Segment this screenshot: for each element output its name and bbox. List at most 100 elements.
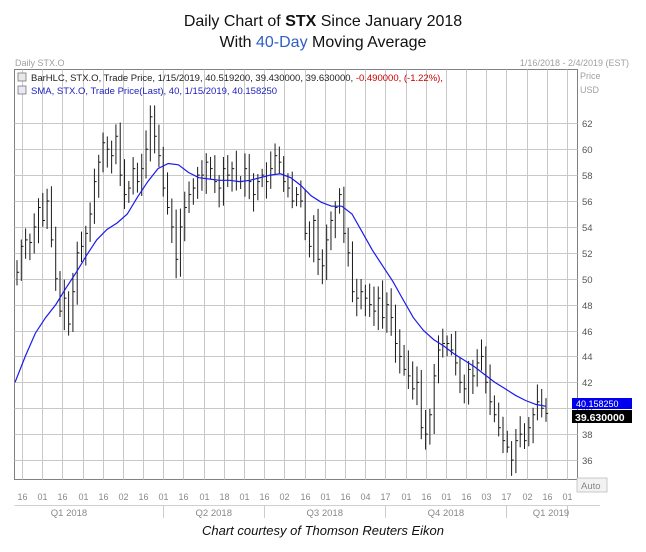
price-bar	[536, 384, 540, 421]
chart-name-label: Daily STX.O	[15, 58, 65, 68]
price-bar	[210, 156, 213, 179]
x-tick-label: 16	[138, 492, 148, 502]
y-tick-label: 60	[582, 145, 593, 156]
price-bar	[519, 416, 523, 448]
price-bar	[29, 233, 33, 261]
price-axis-label: Price	[580, 71, 601, 81]
price-bar	[485, 346, 488, 394]
period-label: Q2 2018	[196, 508, 232, 519]
y-tick-label: 50	[582, 275, 593, 286]
y-tick-label: 44	[582, 352, 593, 363]
price-bar	[85, 225, 89, 266]
y-tick-label: 48	[582, 301, 593, 312]
bar-legend: BarHLC, STX.O, Trade Price, 1/15/2019, 4…	[31, 73, 443, 84]
price-bar	[145, 130, 149, 179]
y-tick-label: 56	[582, 197, 593, 208]
price-bar	[244, 153, 248, 197]
sma-legend-swatch	[17, 85, 27, 95]
price-bar	[334, 201, 338, 239]
x-tick-label: 01	[199, 492, 209, 502]
plot-frame	[14, 69, 578, 480]
price-bar	[296, 187, 299, 207]
period-label: Q1 2018	[51, 508, 87, 519]
sma-legend: SMA, STX.O, Trade Price(Last), 40, 1/15/…	[31, 86, 277, 97]
auto-button-bg[interactable]	[576, 477, 608, 493]
price-bar	[339, 188, 342, 214]
price-bar	[158, 124, 162, 168]
price-bar	[403, 345, 407, 376]
price-bar	[136, 162, 140, 193]
price-bar	[321, 249, 325, 285]
price-bar	[115, 124, 119, 165]
price-bar	[351, 241, 355, 303]
y-tick-label: 54	[582, 223, 593, 234]
price-bar	[326, 224, 329, 281]
price-bar	[412, 361, 415, 400]
price-bar	[472, 359, 476, 394]
price-bar	[502, 416, 506, 454]
price-bar	[154, 105, 157, 154]
price-bar	[141, 153, 144, 196]
period-label: Q4 2018	[428, 508, 464, 519]
price-bar	[205, 153, 209, 194]
price-bar	[369, 283, 372, 317]
price-bar	[76, 241, 80, 305]
x-tick-label: 18	[219, 492, 229, 502]
price-bar	[240, 176, 243, 189]
x-tick-label: 01	[37, 492, 47, 502]
chart-title-line1: Daily Chart of STX Since January 2018	[0, 13, 646, 31]
price-bar	[420, 370, 424, 440]
x-tick-label: 16	[542, 492, 552, 502]
sma-line	[14, 162, 547, 407]
price-bar	[111, 140, 114, 174]
sma-tag-value: 40.158250	[576, 399, 619, 409]
price-bar	[72, 272, 76, 332]
price-bar	[317, 208, 321, 276]
x-tick-label: 01	[441, 492, 451, 502]
price-bar	[382, 280, 385, 329]
price-bar	[179, 208, 183, 277]
price-bar	[545, 398, 549, 422]
price-bar	[343, 186, 347, 243]
price-bar	[162, 146, 166, 197]
price-bar	[425, 409, 428, 450]
price-bar	[528, 416, 531, 447]
price-bar	[283, 156, 286, 192]
price-bar	[227, 155, 230, 187]
price-bar	[261, 168, 265, 188]
x-tick-label: 17	[501, 492, 511, 502]
price-bar	[25, 228, 28, 259]
price-bar	[515, 428, 519, 474]
x-tick-label: 02	[522, 492, 532, 502]
price-bar	[304, 190, 308, 241]
price-bar	[278, 146, 282, 175]
title-line2-suffix: Moving Average	[307, 34, 427, 51]
price-bar	[38, 198, 41, 244]
title-prefix: Daily Chart of	[183, 13, 286, 30]
currency-axis-label: USD	[580, 85, 600, 95]
title-line2-prefix: With	[219, 34, 256, 51]
y-tick-label: 38	[582, 430, 593, 441]
x-axis: 16 01 16 01 16 02 16 01 16 01 18 01 16 02 16 01 16 04 17 01…	[14, 492, 600, 519]
price-bar	[132, 157, 136, 195]
price-bar	[167, 172, 170, 215]
price-bar	[68, 291, 71, 336]
price-bar	[46, 188, 50, 229]
price-bar	[407, 350, 411, 389]
price-bar	[416, 366, 420, 406]
price-bar	[89, 202, 93, 242]
price-bar	[377, 286, 381, 331]
price-bar	[493, 395, 497, 423]
price-bar	[455, 331, 458, 376]
price-bar	[330, 211, 334, 251]
price-bar	[197, 166, 200, 199]
price-bar	[98, 154, 101, 198]
price-bar	[291, 171, 295, 209]
price-bar	[480, 339, 484, 371]
auto-button[interactable]: Auto	[581, 481, 601, 492]
price-bar	[188, 181, 192, 214]
grid	[14, 69, 578, 480]
price-bar	[506, 430, 510, 453]
y-tick-label: 52	[582, 249, 593, 260]
